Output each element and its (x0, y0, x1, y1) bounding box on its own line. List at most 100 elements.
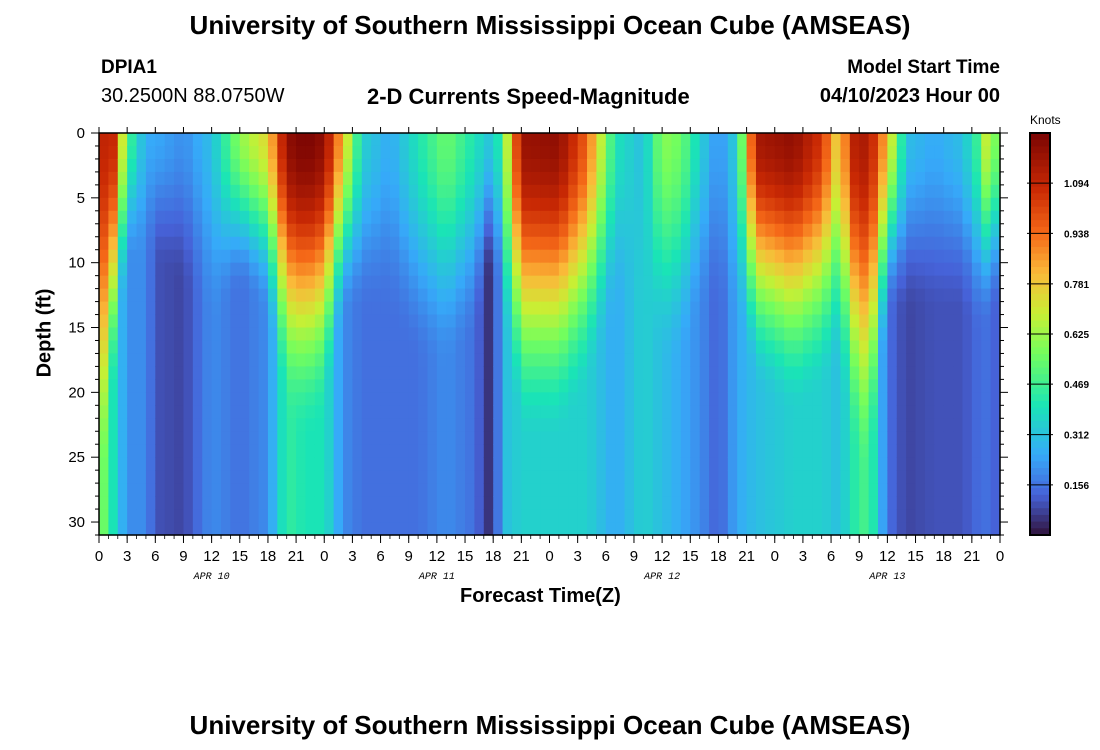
colorbar-swatch (1030, 401, 1050, 409)
heat-cell (840, 353, 851, 368)
heat-cell (633, 522, 644, 536)
heat-cell (671, 210, 682, 225)
heat-cell (624, 392, 635, 406)
heat-cell (671, 353, 682, 368)
heat-cell (343, 249, 354, 264)
heat-cell (643, 509, 654, 523)
heat-cell (746, 379, 757, 393)
heat-cell (343, 496, 354, 510)
heat-cell (934, 522, 945, 536)
heat-cell (493, 496, 504, 510)
heat-cell (962, 509, 973, 523)
heat-cell (183, 197, 194, 212)
heat-cell (540, 158, 551, 173)
heat-cell (352, 509, 363, 523)
heat-cell (239, 366, 250, 380)
heat-cell (633, 405, 644, 419)
heat-cell (831, 327, 842, 342)
heat-cell (483, 353, 494, 368)
heat-cell (333, 496, 344, 510)
heat-cell (812, 405, 823, 419)
x-tick-label: 18 (710, 548, 727, 565)
heat-cell (633, 431, 644, 445)
heat-cell (605, 522, 616, 536)
heat-cell (418, 314, 429, 329)
heat-cell (690, 496, 701, 510)
heat-cell (849, 288, 860, 303)
heat-cell (877, 470, 888, 484)
heat-cell (849, 262, 860, 277)
heat-cell (633, 457, 644, 471)
heat-cell (164, 431, 175, 445)
heat-cell (709, 405, 720, 419)
heat-cell (521, 522, 532, 536)
heat-cell (652, 340, 663, 355)
heat-cell (502, 223, 513, 238)
heat-cell (239, 145, 250, 160)
heat-cell (99, 483, 109, 497)
heat-cell (652, 496, 663, 510)
heat-cell (286, 379, 297, 393)
heat-cell (718, 340, 729, 355)
heat-cell (915, 418, 926, 432)
colorbar-tick-label: 0.469 (1064, 380, 1089, 391)
heat-cell (877, 145, 888, 160)
heat-cell (446, 210, 457, 225)
heat-cell (249, 327, 260, 342)
heat-cell (633, 197, 644, 212)
heat-cell (99, 184, 109, 199)
heat-cell (690, 249, 701, 264)
heat-cell (746, 327, 757, 342)
heat-cell (953, 210, 964, 225)
heat-cell (802, 210, 813, 225)
heat-cell (755, 340, 766, 355)
heat-cell (436, 171, 447, 186)
x-tick-label: 3 (348, 548, 356, 565)
heat-cell (117, 327, 128, 342)
heat-cell (361, 392, 372, 406)
heat-cell (624, 223, 635, 238)
heat-cell (286, 158, 297, 173)
heat-cell (671, 223, 682, 238)
heat-cell (896, 327, 907, 342)
heat-cell (755, 288, 766, 303)
heat-cell (643, 327, 654, 342)
heat-cell (671, 509, 682, 523)
heat-cell (511, 327, 522, 342)
heat-cell (981, 249, 992, 264)
heat-cell (455, 133, 466, 147)
heat-cell (530, 301, 541, 316)
heat-cell (474, 197, 485, 212)
heat-cell (943, 275, 954, 290)
heat-cell (202, 366, 213, 380)
heat-cell (286, 522, 297, 536)
heat-cell (530, 158, 541, 173)
heat-cell (971, 249, 982, 264)
heat-cell (183, 223, 194, 238)
heat-cell (493, 392, 504, 406)
colorbar-swatch (1030, 186, 1050, 194)
heat-cell (258, 158, 269, 173)
heat-cell (680, 470, 691, 484)
heat-cell (389, 366, 400, 380)
heat-cell (521, 509, 532, 523)
heat-cell (408, 405, 419, 419)
heat-cell (990, 133, 1001, 147)
heat-cell (145, 509, 156, 523)
heat-cell (680, 405, 691, 419)
heat-cell (859, 314, 870, 329)
heat-cell (389, 392, 400, 406)
heat-cell (840, 145, 851, 160)
heat-cell (849, 392, 860, 406)
heat-cell (183, 405, 194, 419)
heat-cell (558, 353, 569, 368)
heat-cell (587, 197, 598, 212)
heat-cell (953, 197, 964, 212)
heat-cell (108, 431, 119, 445)
heat-cell (108, 418, 119, 432)
heat-cell (258, 288, 269, 303)
heat-cell (943, 133, 954, 147)
heat-cell (577, 457, 588, 471)
heat-cell (802, 158, 813, 173)
heat-cell (577, 366, 588, 380)
